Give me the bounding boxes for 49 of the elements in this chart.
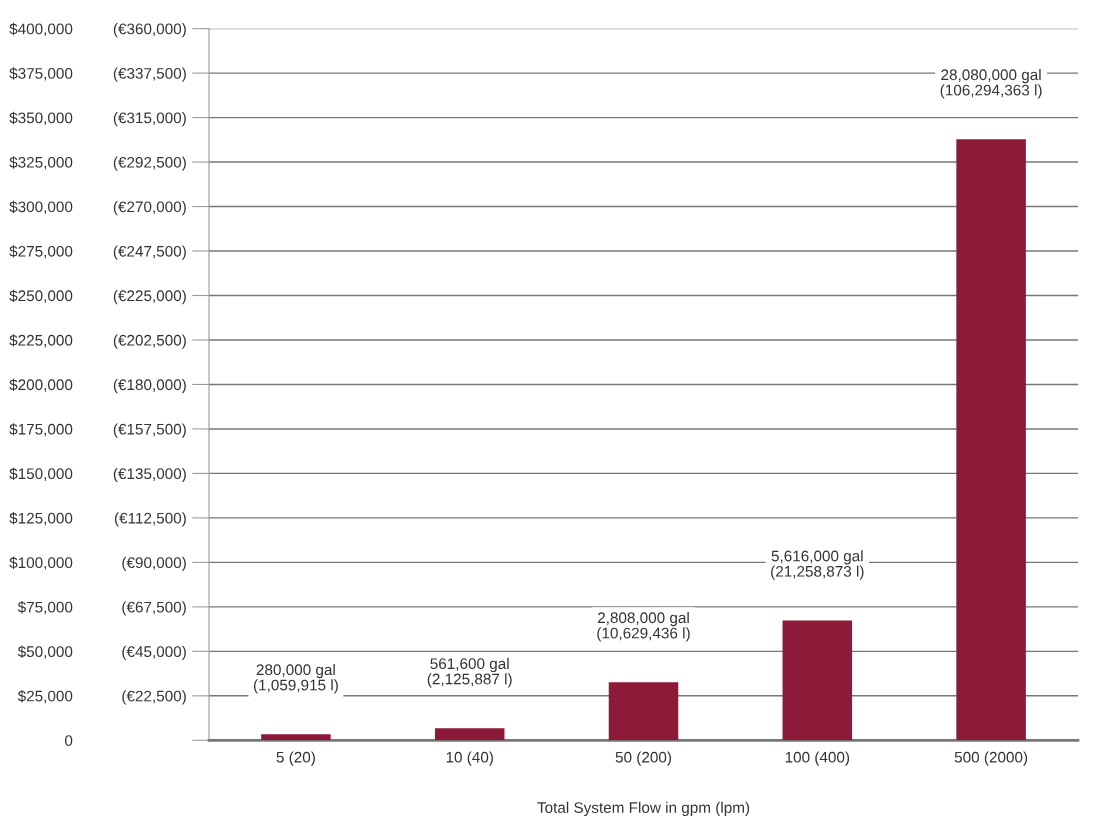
- annotation: 2,808,000 gal (10,629,436 l): [597, 611, 690, 642]
- y-tick-label: $250,000: [9, 289, 73, 303]
- x-axis-title: Total System Flow in gpm (lpm): [537, 801, 750, 816]
- annotation: 5,616,000 gal (21,258,873 l): [771, 550, 864, 580]
- annotation: 561,600 gal (2,125,887 l): [427, 657, 512, 688]
- y2-tick-label: (€270,000): [113, 201, 186, 216]
- y-tick-label: $300,000: [9, 200, 73, 215]
- y2-tick-label: (€202,500): [113, 334, 186, 349]
- y-tick-label: $350,000: [9, 111, 73, 126]
- x-tick-label: 50 (200): [615, 751, 672, 766]
- y-tick-label: $400,000: [9, 22, 73, 37]
- x-tick-label: 500 (2000): [954, 751, 1028, 766]
- bar: [608, 682, 679, 741]
- y-tick-label: $375,000: [9, 67, 73, 81]
- y2-tick-label: (€315,000): [113, 112, 186, 127]
- y-tick-label: $25,000: [17, 690, 73, 704]
- y-tick-label: $200,000: [9, 378, 73, 392]
- y2-tick-label: (€45,000): [122, 645, 186, 661]
- bar: [956, 139, 1026, 741]
- y2-tick-label: (€292,500): [113, 156, 186, 171]
- bar: [434, 728, 505, 741]
- y2-tick-label: (€90,000): [122, 556, 186, 572]
- bar: [261, 734, 331, 741]
- y2-tick-label: (€22,500): [122, 690, 186, 705]
- y2-tick-label: (€157,500): [113, 423, 186, 438]
- y2-tick-label: (€225,000): [113, 289, 186, 305]
- bar: [782, 620, 853, 741]
- y-tick-label: $125,000: [9, 512, 73, 526]
- annotation: 280,000 gal (1,059,915 l): [253, 663, 338, 694]
- y-tick-label: $100,000: [9, 556, 73, 570]
- y2-tick-label: (€112,500): [114, 512, 186, 527]
- y-tick-label: $325,000: [9, 156, 73, 170]
- y2-tick-label: (€67,500): [122, 601, 186, 616]
- x-tick-label: 5 (20): [276, 751, 315, 766]
- x-tick-label: 100 (400): [785, 751, 850, 766]
- y2-tick-label: (€337,500): [113, 67, 186, 82]
- y2-tick-label: (€247,500): [113, 245, 186, 260]
- y2-tick-label: (€360,000): [113, 23, 186, 38]
- y-tick-label: $275,000: [9, 245, 73, 259]
- x-tick-label: 10 (40): [446, 751, 493, 766]
- y2-tick-label: (€180,000): [113, 378, 186, 394]
- y2-tick-label: (€135,000): [113, 467, 186, 483]
- y-tick-label: $75,000: [17, 601, 73, 615]
- y-tick-label: 0: [64, 735, 73, 746]
- y-tick-label: $150,000: [9, 467, 73, 481]
- y-tick-label: $50,000: [17, 645, 73, 659]
- y-tick-label: $225,000: [9, 334, 73, 348]
- y-tick-label: $175,000: [9, 423, 73, 437]
- annotation: 28,080,000 gal (106,294,363 l): [940, 68, 1042, 99]
